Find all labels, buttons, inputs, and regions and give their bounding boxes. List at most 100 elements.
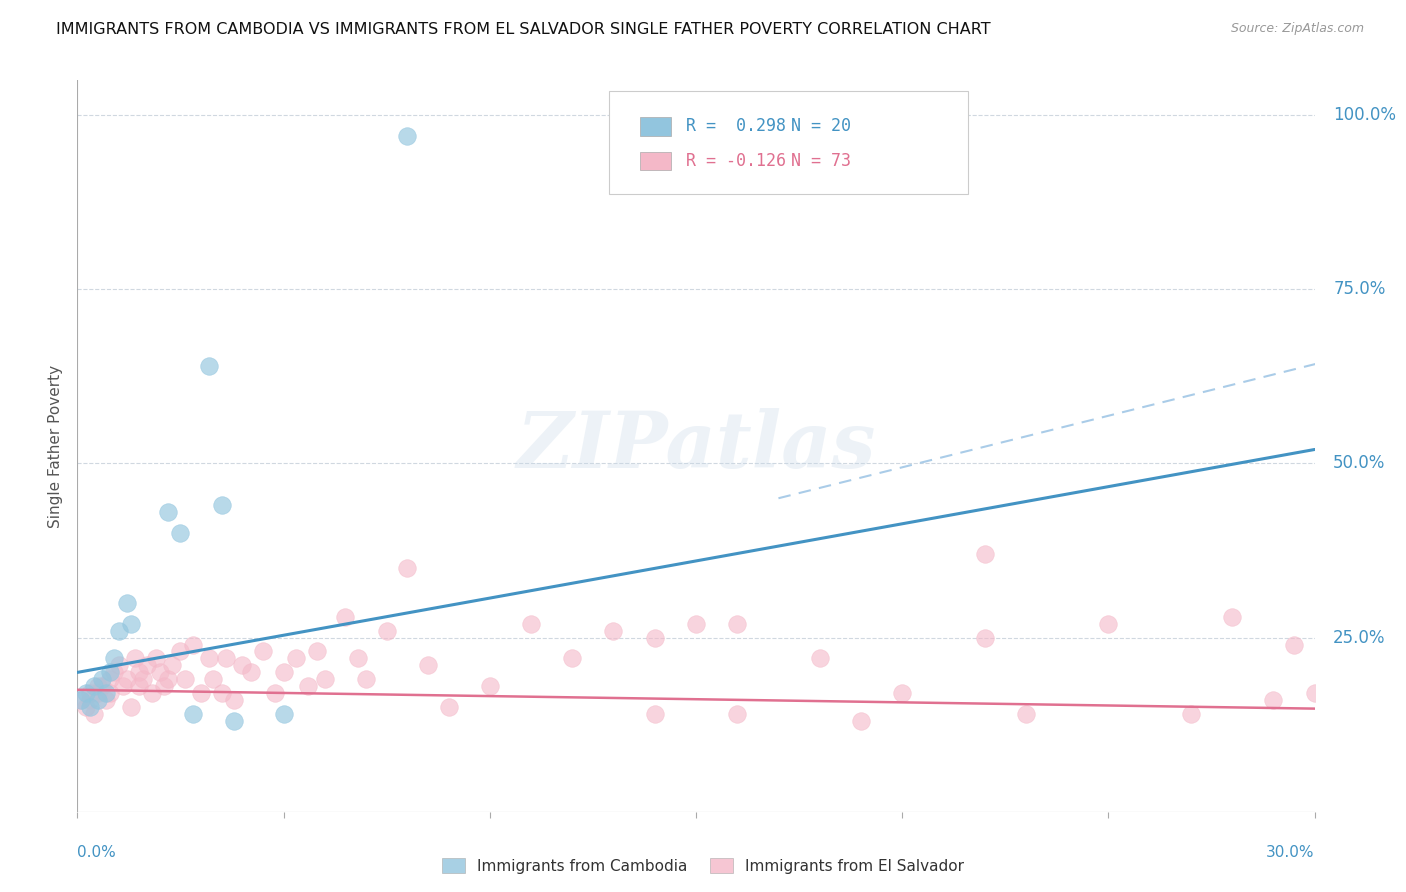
Point — [153, 679, 176, 693]
Point — [1180, 707, 1202, 722]
Point — [808, 651, 831, 665]
Point — [891, 686, 914, 700]
Point — [314, 673, 336, 687]
Point — [335, 609, 357, 624]
Point — [973, 547, 995, 561]
Point — [91, 673, 114, 687]
Point — [169, 644, 191, 658]
Point — [98, 686, 121, 700]
Point — [273, 665, 295, 680]
Point — [231, 658, 253, 673]
Point — [157, 673, 180, 687]
Text: R = -0.126: R = -0.126 — [686, 152, 786, 169]
Point — [103, 665, 125, 680]
Text: 30.0%: 30.0% — [1267, 845, 1315, 860]
Point — [1282, 638, 1305, 652]
Point — [115, 596, 138, 610]
Point — [198, 359, 221, 373]
Point — [602, 624, 624, 638]
Point — [849, 714, 872, 728]
Text: IMMIGRANTS FROM CAMBODIA VS IMMIGRANTS FROM EL SALVADOR SINGLE FATHER POVERTY CO: IMMIGRANTS FROM CAMBODIA VS IMMIGRANTS F… — [56, 22, 991, 37]
Text: Source: ZipAtlas.com: Source: ZipAtlas.com — [1230, 22, 1364, 36]
Text: 0.0%: 0.0% — [77, 845, 117, 860]
Bar — [640, 152, 671, 169]
Point — [685, 616, 707, 631]
Point — [70, 693, 93, 707]
Point — [75, 686, 97, 700]
Text: 75.0%: 75.0% — [1333, 280, 1385, 298]
Point — [1263, 693, 1285, 707]
Point — [973, 631, 995, 645]
Text: 25.0%: 25.0% — [1333, 629, 1386, 647]
Point — [120, 616, 142, 631]
Text: 50.0%: 50.0% — [1333, 454, 1385, 473]
Y-axis label: Single Father Poverty: Single Father Poverty — [48, 365, 63, 527]
Point — [437, 700, 460, 714]
Point — [70, 693, 93, 707]
Point — [75, 700, 97, 714]
Point — [124, 651, 146, 665]
Point — [1220, 609, 1243, 624]
Point — [83, 679, 105, 693]
Point — [145, 651, 167, 665]
Point — [132, 673, 155, 687]
Point — [252, 644, 274, 658]
Text: ZIPatlas: ZIPatlas — [516, 408, 876, 484]
Point — [98, 673, 121, 687]
Text: N = 20: N = 20 — [792, 118, 851, 136]
Point — [79, 686, 101, 700]
Point — [202, 673, 225, 687]
Point — [87, 693, 110, 707]
Point — [79, 700, 101, 714]
Point — [181, 707, 204, 722]
Point — [173, 673, 195, 687]
Point — [305, 644, 328, 658]
Point — [120, 700, 142, 714]
Point — [239, 665, 262, 680]
Point — [222, 693, 245, 707]
FancyBboxPatch shape — [609, 91, 969, 194]
Point — [416, 658, 439, 673]
Point — [346, 651, 368, 665]
Point — [128, 679, 150, 693]
Point — [149, 665, 172, 680]
Point — [644, 631, 666, 645]
Point — [264, 686, 287, 700]
Point — [725, 707, 748, 722]
Point — [98, 665, 121, 680]
Point — [211, 498, 233, 512]
Legend: Immigrants from Cambodia, Immigrants from El Salvador: Immigrants from Cambodia, Immigrants fro… — [436, 852, 970, 880]
Point — [91, 679, 114, 693]
Point — [396, 561, 419, 575]
Point — [354, 673, 377, 687]
Point — [96, 686, 118, 700]
Point — [160, 658, 183, 673]
Point — [107, 658, 129, 673]
Point — [396, 128, 419, 143]
Text: R =  0.298: R = 0.298 — [686, 118, 786, 136]
Point — [273, 707, 295, 722]
Point — [284, 651, 307, 665]
Point — [190, 686, 212, 700]
Point — [1303, 686, 1326, 700]
Point — [83, 707, 105, 722]
Point — [222, 714, 245, 728]
Point — [128, 665, 150, 680]
Point — [1015, 707, 1038, 722]
Point — [561, 651, 583, 665]
Point — [725, 616, 748, 631]
Text: 100.0%: 100.0% — [1333, 106, 1396, 124]
Point — [136, 658, 159, 673]
Point — [375, 624, 398, 638]
Point — [215, 651, 238, 665]
Bar — [640, 117, 671, 136]
Point — [157, 505, 180, 519]
Point — [96, 693, 118, 707]
Point — [1097, 616, 1119, 631]
Point — [297, 679, 319, 693]
Point — [198, 651, 221, 665]
Point — [181, 638, 204, 652]
Point — [103, 651, 125, 665]
Point — [211, 686, 233, 700]
Point — [115, 673, 138, 687]
